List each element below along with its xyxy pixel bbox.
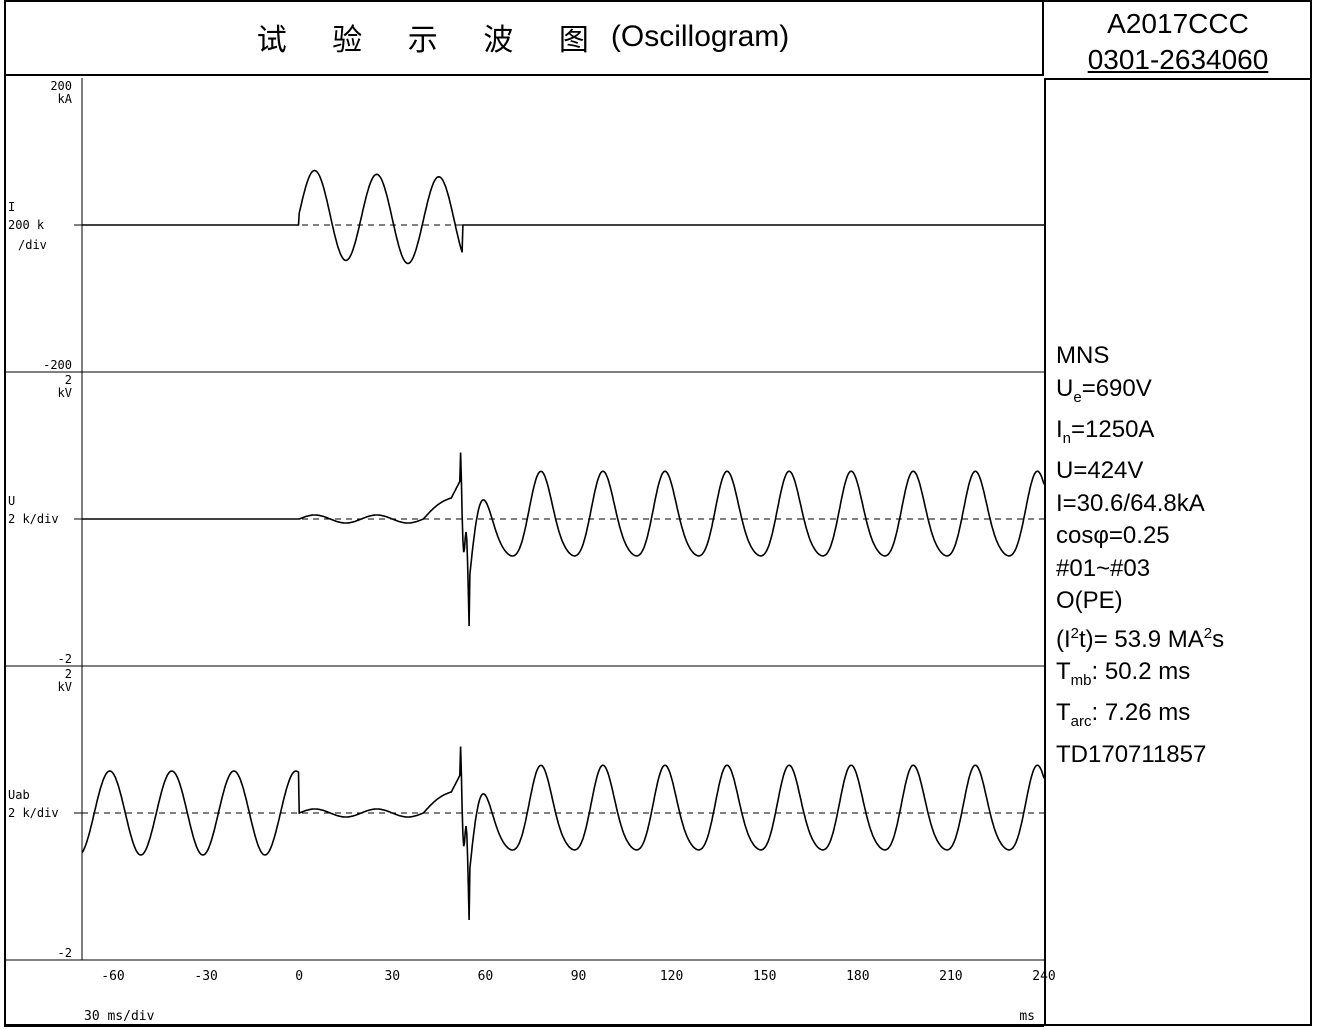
channel-1-bottom-label: -200 — [43, 358, 72, 372]
report-id: A2017CCC — [1107, 8, 1249, 39]
channel-3-scale: 2 k/div — [8, 806, 59, 820]
title-english: (Oscillogram) — [610, 20, 790, 53]
channel-1-scale-sub: /div — [18, 238, 47, 252]
param-tmb: Tmb: 50.2 ms — [1056, 658, 1191, 689]
param-ue: Ue=690V — [1056, 374, 1152, 406]
x-tick--60: -60 — [101, 969, 124, 984]
test-parameters: MNS Ue=690V In=1250A U=424V I=30.6/64.8k… — [1056, 340, 1224, 771]
waveforms — [81, 169, 1045, 921]
x-tick-240: 240 — [1032, 969, 1055, 984]
param-mode: O(PE) — [1056, 587, 1123, 615]
channel-2-bottom-label: -2 — [58, 652, 72, 666]
x-axis-label: 30 ms/div — [84, 1009, 155, 1024]
channel-3-top-label: 2 — [65, 667, 72, 681]
plot-grid — [4, 78, 1044, 1027]
x-tick-0: 0 — [295, 969, 303, 984]
param-in: In=1250A — [1056, 415, 1155, 447]
channel-3-bottom-label: -2 — [58, 946, 72, 960]
x-tick-180: 180 — [846, 969, 869, 984]
channel-3-name: Uab — [8, 788, 30, 802]
x-tick-60: 60 — [478, 969, 494, 984]
channel-2-scale: 2 k/div — [8, 512, 59, 526]
param-u: U=424V — [1056, 457, 1144, 485]
current-waveform — [82, 169, 1044, 265]
channel-1-name: I — [8, 200, 15, 214]
param-cos: cosφ=0.25 — [1056, 522, 1170, 550]
x-tick-90: 90 — [571, 969, 587, 984]
report-id-box: A2017CCC 0301-2634060 — [1044, 0, 1312, 80]
voltage-uab-waveform — [81, 746, 1045, 921]
param-product: MNS — [1056, 342, 1110, 369]
chart-title: 试 验 示 波 图 (Oscillogram) — [4, 0, 1044, 76]
x-axis-unit: ms — [1019, 1009, 1035, 1024]
report-number: 0301-2634060 — [1087, 44, 1269, 75]
param-tarc: Tarc: 7.26 ms — [1056, 699, 1191, 731]
right-column-divider — [1044, 78, 1046, 1026]
title-chinese: 试 验 示 波 图 — [256, 23, 607, 58]
param-samples: #01~#03 — [1056, 554, 1151, 582]
channel-1-unit: kA — [58, 92, 73, 106]
x-tick-30: 30 — [384, 969, 400, 984]
channel-3-unit: kV — [58, 680, 72, 694]
channel-2-unit: kV — [58, 386, 72, 400]
param-i2t: (I2t)= 53.9 MA2s — [1056, 624, 1225, 653]
channel-2-name: U — [8, 494, 15, 508]
channel-1-top-label: 200 — [50, 79, 72, 93]
channel-1-scale: 200 k — [8, 218, 45, 232]
channel-2-top-label: 2 — [65, 373, 72, 387]
param-td: TD170711857 — [1056, 740, 1207, 768]
x-tick--30: -30 — [194, 969, 217, 984]
x-tick-150: 150 — [753, 969, 776, 984]
param-i: I=30.6/64.8kA — [1056, 489, 1205, 517]
x-tick-120: 120 — [660, 969, 683, 984]
x-tick-210: 210 — [939, 969, 962, 984]
voltage-u-waveform — [82, 452, 1045, 627]
